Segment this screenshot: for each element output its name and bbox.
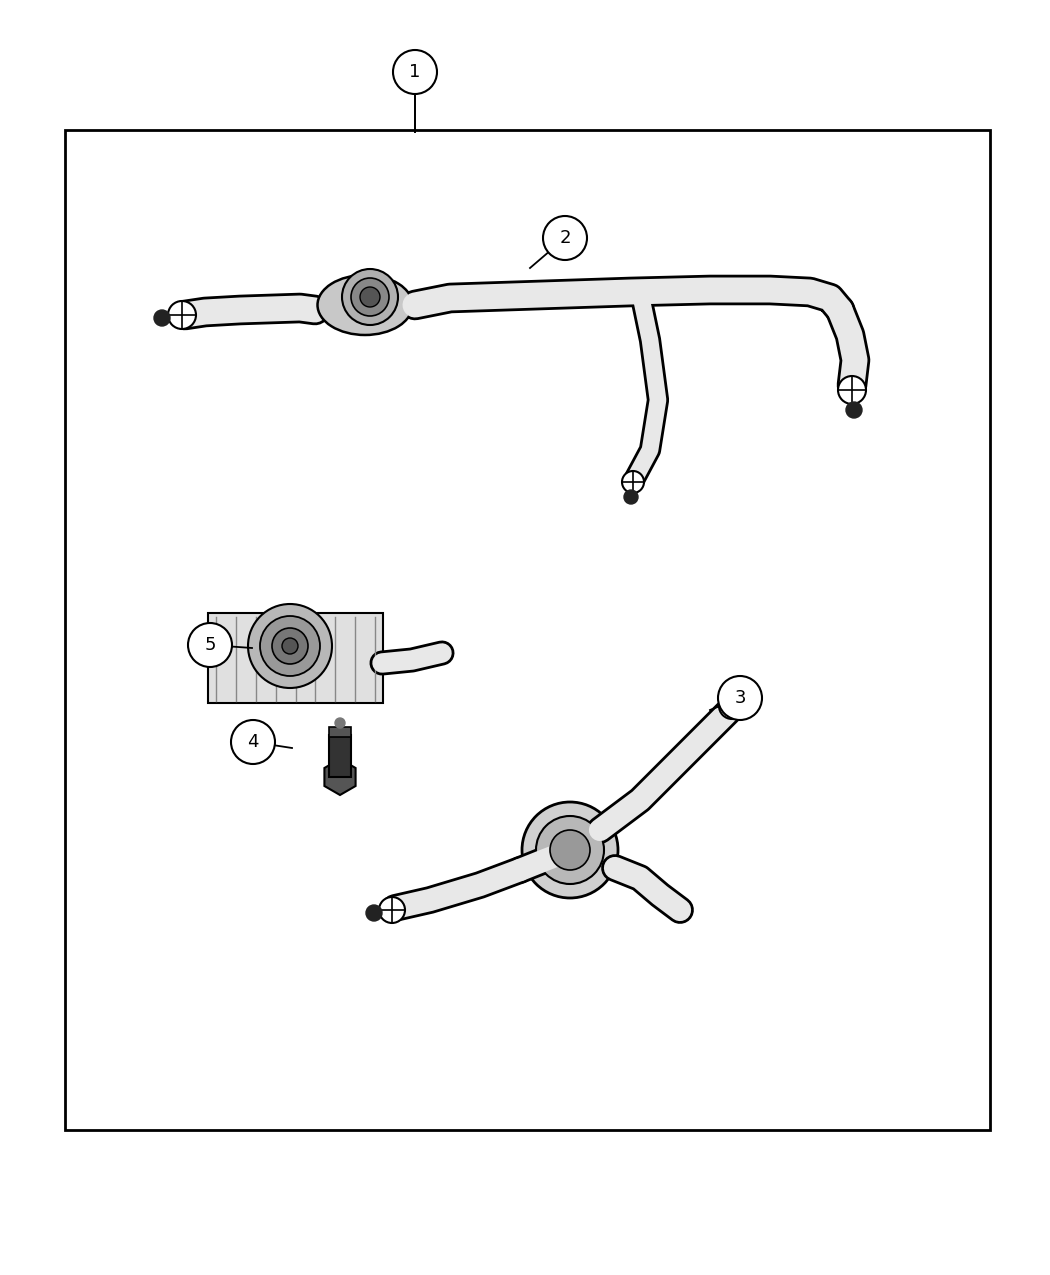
Circle shape xyxy=(272,629,308,664)
Circle shape xyxy=(342,269,398,325)
Circle shape xyxy=(393,50,437,94)
Text: 2: 2 xyxy=(560,230,571,247)
Circle shape xyxy=(335,718,345,728)
Circle shape xyxy=(727,680,743,696)
Circle shape xyxy=(718,676,762,720)
Circle shape xyxy=(231,720,275,764)
Circle shape xyxy=(550,830,590,870)
Circle shape xyxy=(168,301,196,329)
Circle shape xyxy=(622,470,644,493)
Circle shape xyxy=(260,616,320,676)
Circle shape xyxy=(248,604,332,689)
Circle shape xyxy=(719,694,745,719)
Circle shape xyxy=(536,816,604,884)
Bar xyxy=(329,734,351,776)
Circle shape xyxy=(366,905,382,921)
Circle shape xyxy=(379,898,405,923)
Circle shape xyxy=(522,802,618,898)
Circle shape xyxy=(543,215,587,260)
Circle shape xyxy=(154,310,170,326)
Bar xyxy=(208,613,383,703)
Circle shape xyxy=(360,287,380,307)
Text: 3: 3 xyxy=(734,688,745,708)
Bar xyxy=(65,130,990,1130)
Circle shape xyxy=(188,623,232,667)
Ellipse shape xyxy=(317,275,413,335)
Circle shape xyxy=(351,278,388,316)
Text: 5: 5 xyxy=(205,636,215,654)
Polygon shape xyxy=(324,759,356,796)
Circle shape xyxy=(624,490,638,504)
Circle shape xyxy=(846,402,862,418)
Text: 1: 1 xyxy=(410,62,421,82)
Bar xyxy=(329,727,351,737)
Text: 4: 4 xyxy=(247,733,258,751)
Circle shape xyxy=(282,638,298,654)
Circle shape xyxy=(838,376,866,404)
